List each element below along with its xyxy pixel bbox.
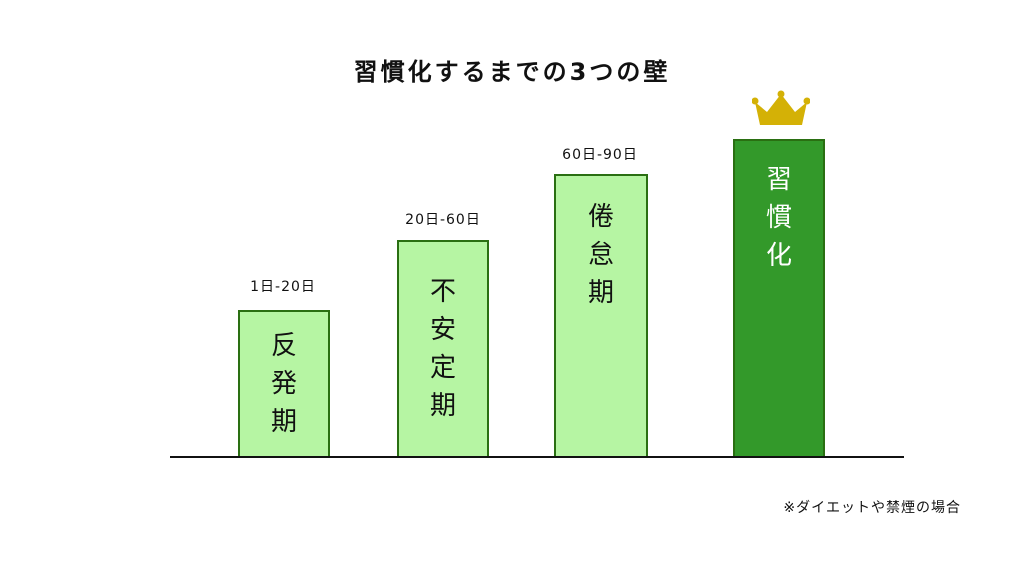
stage-bar-2: 不 安 定 期 bbox=[397, 240, 489, 458]
stage-range-3: 60日-90日 bbox=[562, 147, 638, 163]
stage-label-2-line-2: 安 bbox=[429, 315, 456, 345]
crown-icon bbox=[752, 90, 810, 125]
stage-label-2-line-3: 定 bbox=[429, 353, 456, 383]
stage-label-2-line-4: 期 bbox=[429, 391, 456, 421]
goal-label-line-3: 化 bbox=[765, 241, 792, 271]
stage-label-3-line-2: 怠 bbox=[587, 240, 614, 270]
goal-bar: 習 慣 化 bbox=[733, 139, 825, 458]
stage-bar-3: 倦 怠 期 bbox=[554, 174, 648, 458]
goal-label-line-1: 習 bbox=[765, 165, 792, 195]
diagram-title: 習慣化するまでの3つの壁 bbox=[353, 58, 671, 86]
stage-label-1-line-3: 期 bbox=[270, 407, 297, 437]
baseline bbox=[170, 456, 904, 458]
stage-label-2-line-1: 不 bbox=[429, 277, 456, 307]
stage-label-1-line-2: 発 bbox=[270, 369, 297, 399]
goal-label-line-2: 慣 bbox=[765, 203, 792, 233]
stage-label-1-line-1: 反 bbox=[270, 331, 297, 361]
stage-range-1: 1日-20日 bbox=[250, 279, 316, 295]
stage-range-2: 20日-60日 bbox=[405, 212, 481, 228]
stage-bar-1: 反 発 期 bbox=[238, 310, 330, 458]
stage-label-3-line-1: 倦 bbox=[587, 202, 614, 232]
stage-label-3-line-3: 期 bbox=[587, 278, 614, 308]
footnote: ※ダイエットや禁煙の場合 bbox=[783, 500, 961, 516]
